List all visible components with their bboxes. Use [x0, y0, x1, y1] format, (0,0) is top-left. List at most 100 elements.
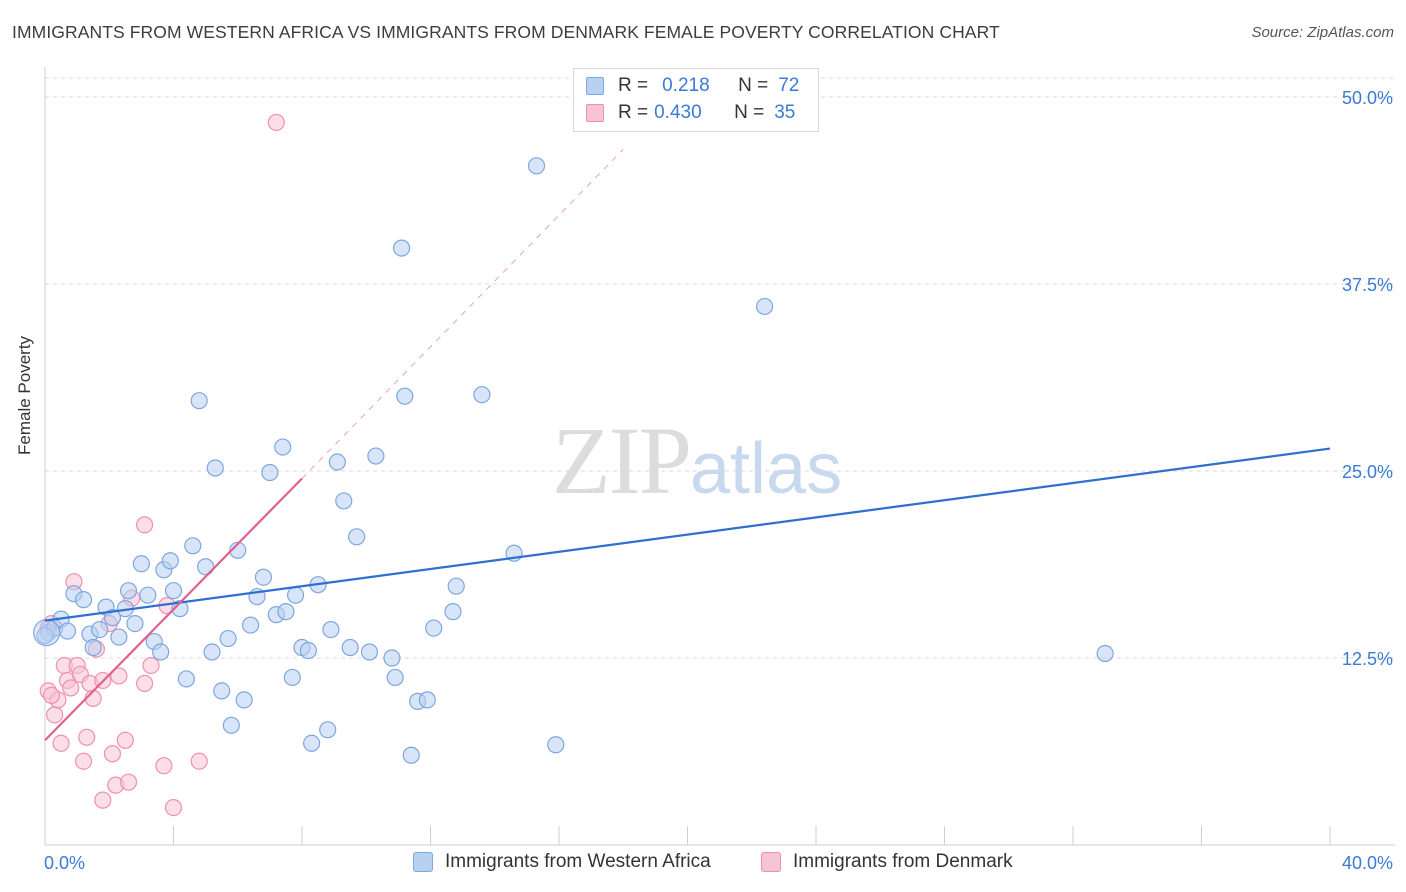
data-point-western-africa	[547, 736, 565, 754]
legend-r-value: 0.430	[654, 102, 702, 123]
data-point-western-africa	[444, 603, 462, 621]
legend-r-label: R =	[618, 102, 649, 123]
data-point-denmark	[52, 734, 70, 752]
data-point-denmark	[190, 752, 208, 770]
data-point-western-africa	[1096, 644, 1114, 663]
data-point-western-africa	[383, 649, 401, 667]
x-tick-label: 0.0%	[44, 853, 85, 873]
data-point-western-africa	[392, 239, 411, 257]
legend-row-denmark: R = 0.430 N = 35	[586, 101, 795, 125]
data-point-denmark	[110, 667, 128, 685]
chart-title: IMMIGRANTS FROM WESTERN AFRICA VS IMMIGR…	[12, 22, 1000, 42]
legend-n-value: 72	[778, 75, 800, 96]
data-point-western-africa	[139, 586, 157, 604]
data-point-western-africa	[219, 629, 237, 648]
data-point-western-africa	[164, 582, 183, 600]
data-point-denmark	[46, 706, 64, 724]
data-point-western-africa	[152, 643, 170, 661]
legend-item-western-africa[interactable]: Immigrants from Western Africa	[413, 851, 711, 873]
data-point-western-africa	[229, 541, 247, 559]
data-point-denmark	[42, 686, 61, 705]
series-legend: Immigrants from Western Africa Immigrant…	[0, 851, 1406, 877]
legend-swatch-blue	[586, 77, 604, 95]
data-point-western-africa	[341, 638, 359, 657]
data-point-western-africa	[303, 734, 321, 752]
source-label: Source: ZipAtlas.com	[1251, 24, 1394, 41]
trendline-denmark-extension	[301, 149, 624, 479]
data-point-western-africa	[161, 552, 179, 570]
data-point-western-africa	[213, 682, 231, 700]
data-point-denmark	[116, 731, 134, 749]
trendline-western-africa	[44, 447, 1331, 622]
data-point-denmark	[62, 679, 80, 697]
trendline-denmark	[44, 477, 303, 742]
data-point-denmark	[135, 674, 154, 693]
data-point-western-africa	[396, 387, 414, 405]
data-point-denmark	[103, 745, 122, 763]
data-point-western-africa	[277, 603, 295, 621]
y-tick-label: 37.5%	[1342, 275, 1393, 295]
legend-n-label: N =	[734, 102, 765, 123]
data-point-western-africa	[203, 643, 221, 661]
data-point-western-africa	[447, 577, 465, 595]
y-tick-label: 12.5%	[1342, 649, 1393, 669]
data-point-western-africa	[190, 392, 208, 410]
data-point-western-africa	[132, 555, 150, 573]
data-point-western-africa	[418, 691, 436, 709]
legend-row-western-africa: R = 0.218 N = 72	[586, 74, 799, 98]
data-point-western-africa	[755, 297, 774, 316]
data-point-western-africa	[299, 641, 318, 660]
data-point-western-africa	[402, 746, 420, 764]
data-point-western-africa	[84, 638, 102, 657]
data-point-western-africa	[91, 620, 109, 639]
data-point-western-africa	[319, 721, 337, 739]
legend-r-label: R =	[618, 75, 649, 96]
data-point-western-africa	[119, 582, 138, 600]
data-point-western-africa	[425, 619, 443, 637]
data-point-western-africa	[348, 528, 366, 546]
data-point-western-africa	[184, 537, 202, 555]
data-point-western-africa	[261, 463, 279, 482]
legend-swatch-pink	[761, 852, 781, 872]
watermark: ZIPatlas	[552, 405, 842, 516]
data-point-western-africa	[322, 620, 340, 639]
legend-item-denmark[interactable]: Immigrants from Denmark	[761, 851, 1013, 873]
data-point-western-africa	[242, 616, 260, 634]
data-point-western-africa	[335, 492, 353, 510]
data-point-western-africa	[527, 157, 546, 175]
legend-r-value: 0.218	[662, 75, 710, 96]
legend-label: Immigrants from Denmark	[793, 851, 1013, 872]
data-point-western-africa	[286, 586, 305, 604]
watermark-atlas: atlas	[690, 429, 843, 509]
data-point-western-africa-cluster	[33, 618, 61, 647]
data-point-denmark	[78, 728, 96, 746]
data-point-western-africa	[126, 614, 144, 633]
data-point-denmark	[119, 773, 138, 791]
y-axis-label: Female Poverty	[15, 335, 34, 455]
data-point-western-africa	[473, 386, 491, 404]
data-point-western-africa	[283, 668, 301, 687]
legend-swatch-blue	[413, 852, 433, 872]
data-point-denmark	[135, 516, 154, 534]
legend-label: Immigrants from Western Africa	[445, 851, 711, 872]
y-tick-label: 25.0%	[1342, 462, 1393, 482]
data-point-western-africa	[197, 558, 215, 576]
data-point-western-africa	[206, 459, 224, 477]
data-point-western-africa	[328, 453, 346, 471]
data-point-western-africa	[110, 628, 128, 646]
data-point-western-africa	[177, 670, 195, 688]
data-point-denmark	[164, 798, 183, 817]
data-point-western-africa	[386, 668, 404, 687]
x-tick-label: 40.0%	[1342, 853, 1393, 873]
data-point-western-africa	[58, 622, 77, 640]
data-point-western-africa	[171, 600, 189, 618]
watermark-zip: ZIP	[552, 407, 692, 514]
data-point-denmark	[74, 752, 93, 770]
data-point-western-africa	[103, 609, 122, 627]
data-point-western-africa	[367, 447, 385, 465]
data-point-denmark	[155, 757, 173, 775]
legend-n-value: 35	[774, 102, 796, 123]
correlation-legend: R = 0.218 N = 72 R = 0.430 N = 35	[573, 68, 819, 132]
legend-swatch-pink	[586, 104, 604, 122]
